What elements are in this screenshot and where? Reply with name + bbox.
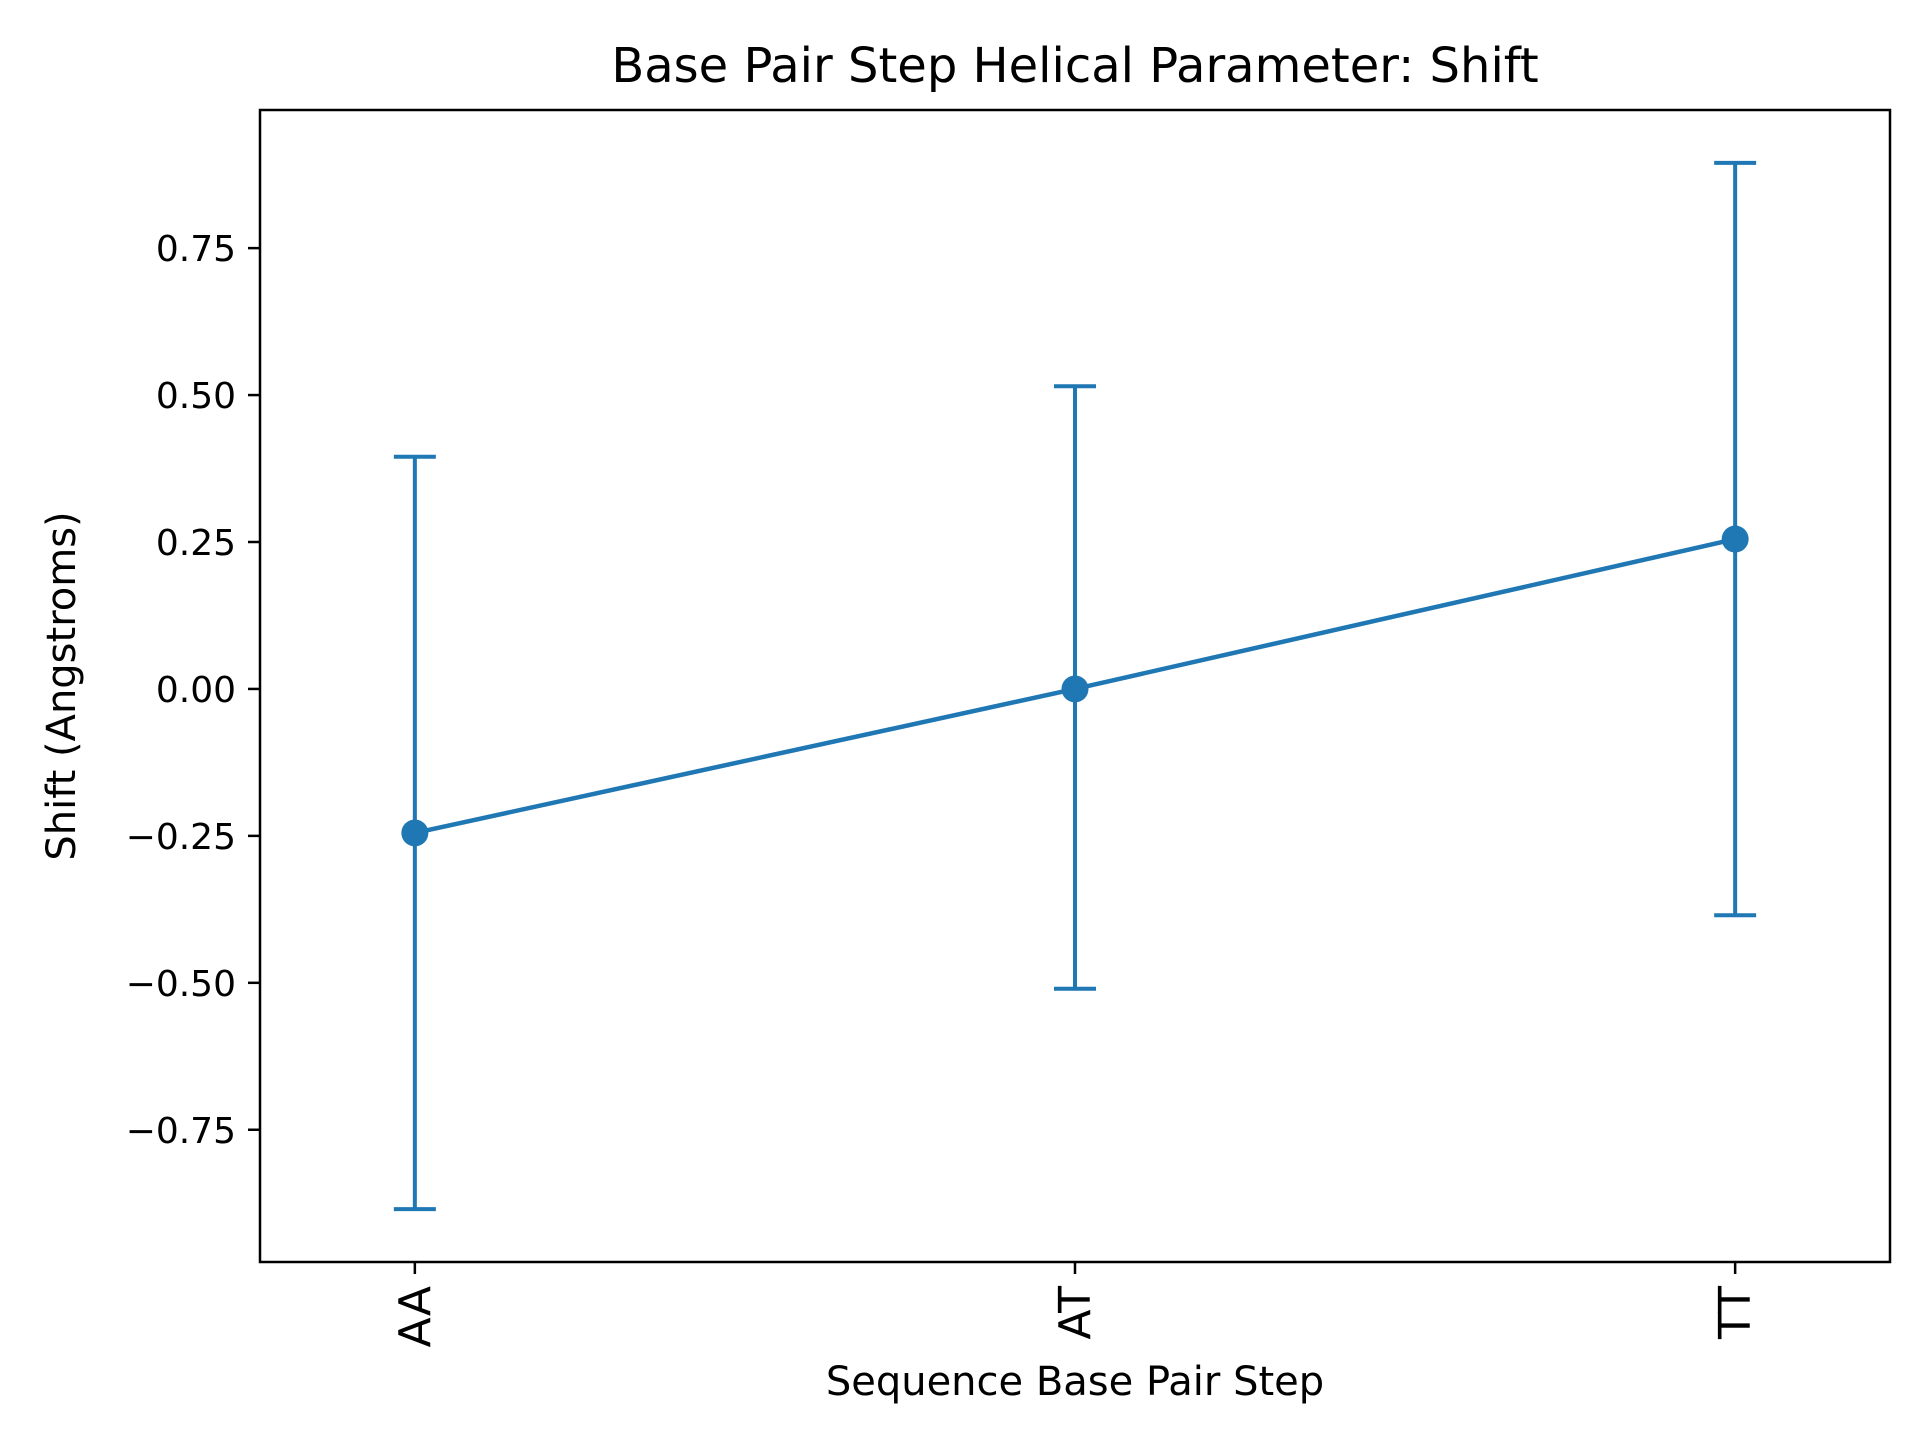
x-tick-label: AT — [1050, 1286, 1101, 1340]
y-tick-label: 0.25 — [156, 523, 236, 564]
chart-title: Base Pair Step Helical Parameter: Shift — [611, 38, 1538, 94]
y-tick-label: 0.50 — [156, 376, 236, 417]
y-tick-label: 0.00 — [156, 670, 236, 711]
x-tick-label: TT — [1710, 1286, 1761, 1340]
data-point — [401, 819, 429, 847]
data-point — [1721, 525, 1749, 553]
x-axis-ticks: AA AT TT — [390, 1262, 1761, 1347]
data-point — [1061, 675, 1089, 703]
y-tick-label: −0.25 — [126, 817, 236, 858]
x-tick-label: AA — [390, 1286, 441, 1347]
y-axis-ticks: −0.75 −0.50 −0.25 0.00 0.25 0.50 0.75 — [126, 229, 260, 1152]
y-tick-label: 0.75 — [156, 229, 236, 270]
y-tick-label: −0.50 — [126, 964, 236, 1005]
data-point-markers — [401, 525, 1749, 847]
x-axis-label: Sequence Base Pair Step — [826, 1359, 1324, 1405]
y-tick-label: −0.75 — [126, 1111, 236, 1152]
y-axis-label: Shift (Angstroms) — [39, 511, 85, 860]
